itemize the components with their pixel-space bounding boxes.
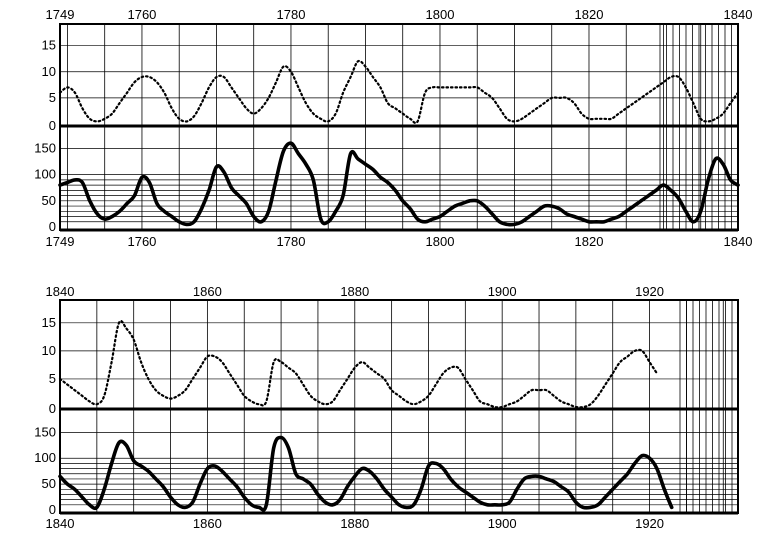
x-tick-label-top: 1900 xyxy=(488,284,517,299)
x-tick-label-top: 1800 xyxy=(426,7,455,22)
x-tick-label-bottom: 1860 xyxy=(193,516,222,531)
y-tick-label-upper: 15 xyxy=(42,38,56,53)
x-tick-label-top: 1860 xyxy=(193,284,222,299)
x-tick-label-bottom: 1900 xyxy=(488,516,517,531)
series-line-lower-solid xyxy=(58,141,740,227)
x-tick-label-bottom: 1800 xyxy=(426,234,455,249)
y-tick-label-upper: 10 xyxy=(42,343,56,358)
x-tick-label-top: 1780 xyxy=(277,7,306,22)
y-tick-label-lower: 150 xyxy=(34,140,56,155)
x-tick-label-top: 1880 xyxy=(340,284,369,299)
y-tick-label-upper: 5 xyxy=(49,90,56,105)
x-tick-label-top: 1840 xyxy=(724,7,753,22)
x-tick-label-bottom: 1760 xyxy=(127,234,156,249)
x-tick-label-bottom: 1840 xyxy=(46,516,75,531)
y-tick-label-lower: 50 xyxy=(42,193,56,208)
y-tick-label-lower: 100 xyxy=(34,167,56,182)
y-tick-label-lower: 150 xyxy=(34,424,56,439)
plot-frame xyxy=(59,299,739,514)
y-tick-label-lower: 50 xyxy=(42,476,56,491)
chart-block-1749-1840: 1749 1760 1780 1800 1820 1840 1749 1760 1780 1800… xyxy=(34,7,752,249)
x-tick-label-bottom: 1920 xyxy=(635,516,664,531)
x-tick-label-top: 1749 xyxy=(46,7,75,22)
x-tick-label-bottom: 1780 xyxy=(277,234,306,249)
x-tick-label-bottom: 1749 xyxy=(46,234,75,249)
y-tick-label-lower: 0 xyxy=(49,502,56,517)
x-tick-label-top: 1840 xyxy=(46,284,75,299)
x-tick-label-top: 1920 xyxy=(635,284,664,299)
y-tick-label-upper: 0 xyxy=(49,401,56,416)
series-line-lower-solid xyxy=(58,435,674,512)
x-tick-label-bottom: 1880 xyxy=(340,516,369,531)
chart-block-1840-1932: 1840 1860 1880 1900 1920 1840 1860 1880 1900 1920… xyxy=(34,284,739,531)
x-tick-label-bottom: 1840 xyxy=(724,234,753,249)
x-tick-label-bottom: 1820 xyxy=(575,234,604,249)
y-tick-label-upper: 10 xyxy=(42,64,56,79)
series-line-upper-dotted xyxy=(58,59,740,125)
y-tick-label-lower: 100 xyxy=(34,450,56,465)
series-line-upper-dotted xyxy=(58,319,658,409)
y-tick-label-upper: 0 xyxy=(49,118,56,133)
y-tick-label-lower: 0 xyxy=(49,219,56,234)
y-tick-label-upper: 5 xyxy=(49,371,56,386)
x-tick-label-top: 1760 xyxy=(127,7,156,22)
y-tick-label-upper: 15 xyxy=(42,315,56,330)
x-tick-label-top: 1820 xyxy=(575,7,604,22)
